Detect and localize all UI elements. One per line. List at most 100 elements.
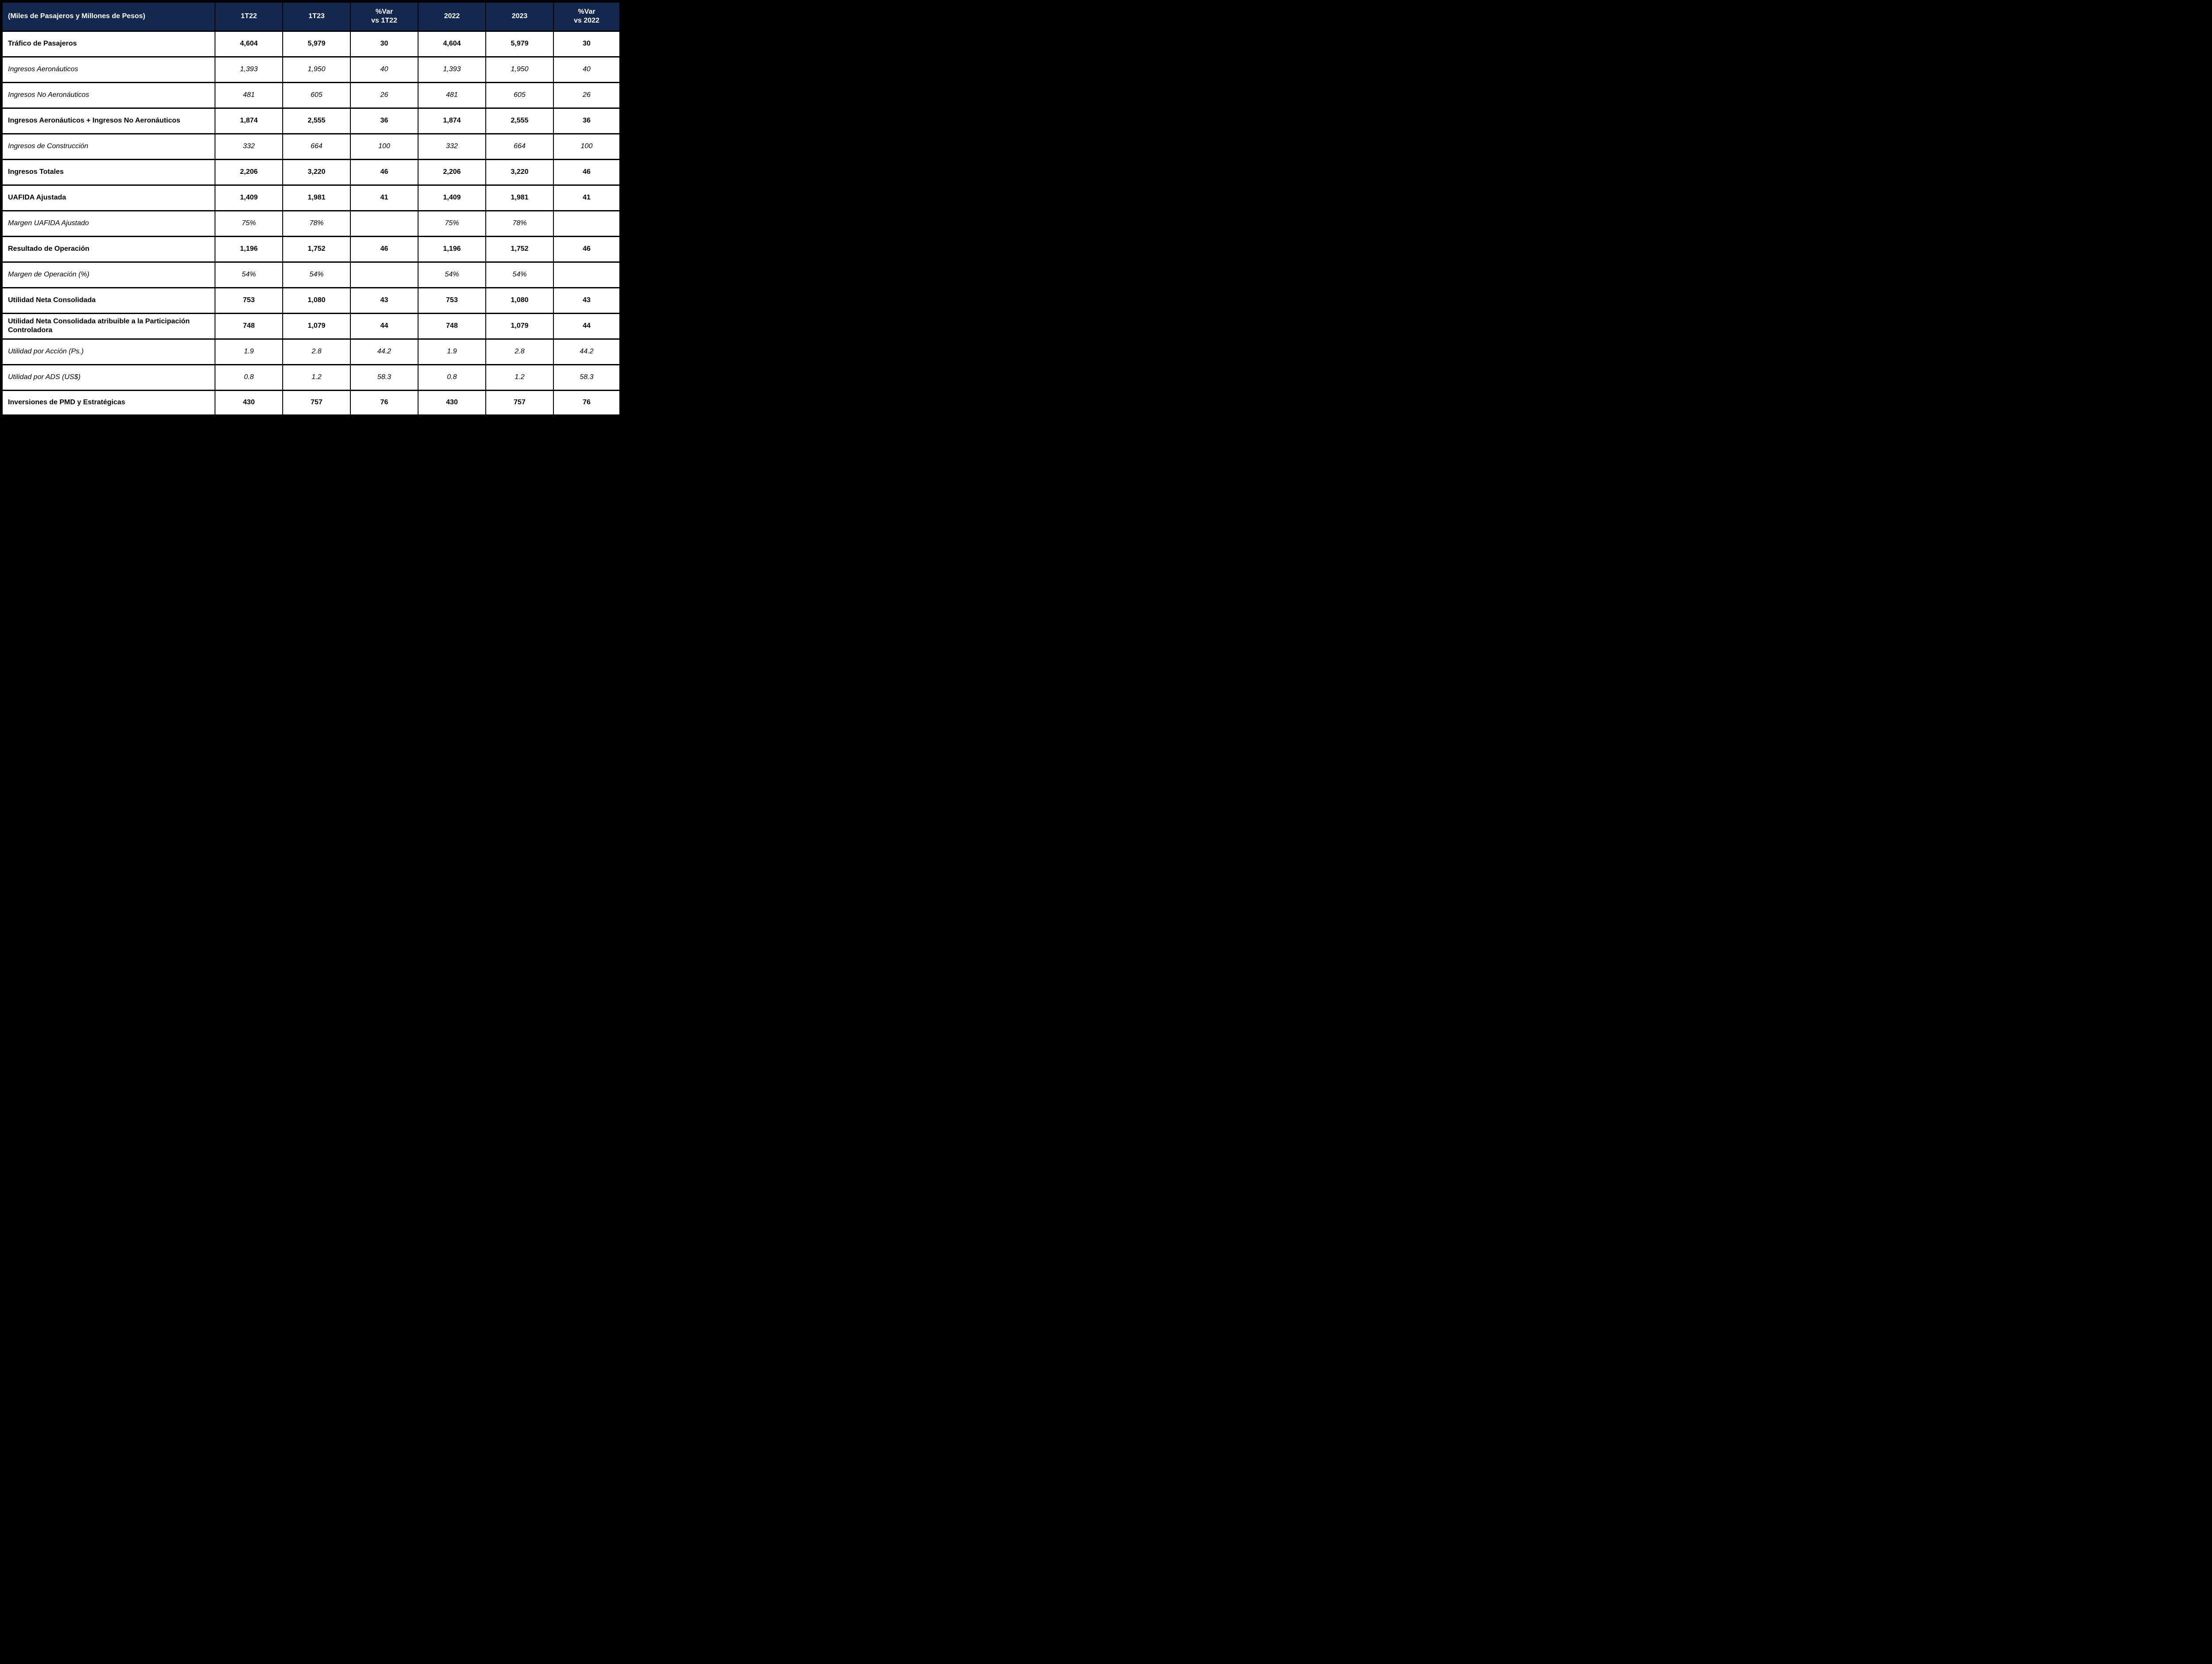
metric-value-cell: 75% xyxy=(215,210,283,237)
metric-value-cell: 1.2 xyxy=(282,364,351,391)
metric-value-cell: 1.9 xyxy=(215,338,283,365)
metric-label-cell: Utilidad Neta Consolidada xyxy=(1,287,215,314)
metric-value-cell: 2,206 xyxy=(418,158,486,186)
metric-value-cell: 332 xyxy=(418,133,486,160)
table-row: UAFIDA Ajustada 1,409 1,981 41 1,409 1,981 41 xyxy=(1,184,621,211)
metric-value-cell: 1,981 xyxy=(282,184,351,211)
table-container: (Miles de Pasajeros y Millones de Pesos)… xyxy=(0,0,622,417)
metric-value-cell: 1,874 xyxy=(215,107,283,134)
units-note-header: (Miles de Pasajeros y Millones de Pesos) xyxy=(1,0,215,32)
metric-value-cell xyxy=(350,261,419,288)
metric-value-cell: 58.3 xyxy=(553,364,621,391)
metric-value-cell: 2.8 xyxy=(282,338,351,365)
column-header-var-vs-2022: %Var vs 2022 xyxy=(553,0,621,32)
metric-value-cell: 46 xyxy=(553,158,621,186)
metric-value-cell: 46 xyxy=(350,235,419,263)
metric-label-cell: Margen de Operación (%) xyxy=(1,261,215,288)
table-row: Ingresos Aeronáuticos + Ingresos No Aero… xyxy=(1,107,621,134)
table-row: Resultado de Operación 1,196 1,752 46 1,196 1… xyxy=(1,235,621,263)
metric-value-cell: 664 xyxy=(485,133,554,160)
metric-value-cell: 1,752 xyxy=(282,235,351,263)
metric-value-cell xyxy=(553,261,621,288)
metric-label-cell: Ingresos No Aeronáuticos xyxy=(1,81,215,109)
metric-label-cell: UAFIDA Ajustada xyxy=(1,184,215,211)
metric-value-cell: 1,981 xyxy=(485,184,554,211)
metric-value-cell: 1,196 xyxy=(418,235,486,263)
metric-value-cell: 1.9 xyxy=(418,338,486,365)
metric-value-cell: 430 xyxy=(215,389,283,417)
metric-label-cell: Ingresos Totales xyxy=(1,158,215,186)
table-body: Tráfico de Pasajeros 4,604 5,979 30 4,604 5,9… xyxy=(1,30,621,417)
metric-value-cell: 76 xyxy=(553,389,621,417)
metric-label-cell: Utilidad por ADS (US$) xyxy=(1,364,215,391)
metric-label-cell: Inversiones de PMD y Estratégicas xyxy=(1,389,215,417)
metric-value-cell: 30 xyxy=(350,30,419,58)
metric-value-cell: 1,080 xyxy=(282,287,351,314)
metric-label-cell: Tráfico de Pasajeros xyxy=(1,30,215,58)
metric-label-cell: Utilidad por Acción (Ps.) xyxy=(1,338,215,365)
metric-value-cell: 44 xyxy=(553,312,621,340)
metric-value-cell: 430 xyxy=(418,389,486,417)
table-row: Margen de Operación (%) 54% 54% 54% 54% xyxy=(1,261,621,288)
column-header-var-vs-1t22: %Var vs 1T22 xyxy=(350,0,419,32)
metric-value-cell: 1,393 xyxy=(215,56,283,83)
metric-value-cell: 46 xyxy=(350,158,419,186)
metric-value-cell: 54% xyxy=(282,261,351,288)
metric-value-cell: 41 xyxy=(553,184,621,211)
metric-value-cell: 748 xyxy=(215,312,283,340)
metric-value-cell: 100 xyxy=(553,133,621,160)
metric-value-cell: 5,979 xyxy=(282,30,351,58)
metric-value-cell: 1.2 xyxy=(485,364,554,391)
table-header: (Miles de Pasajeros y Millones de Pesos)… xyxy=(1,0,621,32)
metric-value-cell: 1,079 xyxy=(485,312,554,340)
table-row: Ingresos de Construcción 332 664 100 332 664 1… xyxy=(1,133,621,160)
table-row: Utilidad por ADS (US$) 0.8 1.2 58.3 0.8 1.2 58… xyxy=(1,364,621,391)
table-row: Ingresos Totales 2,206 3,220 46 2,206 3,220 46 xyxy=(1,158,621,186)
metric-value-cell: 36 xyxy=(553,107,621,134)
table-row: Ingresos No Aeronáuticos 481 605 26 481 605 26 xyxy=(1,81,621,109)
metric-value-cell: 58.3 xyxy=(350,364,419,391)
metric-value-cell: 46 xyxy=(553,235,621,263)
metric-value-cell: 26 xyxy=(350,81,419,109)
metric-value-cell: 54% xyxy=(215,261,283,288)
column-header-1t22: 1T22 xyxy=(215,0,283,32)
metric-value-cell: 757 xyxy=(282,389,351,417)
metric-value-cell: 1,393 xyxy=(418,56,486,83)
financial-summary-table: (Miles de Pasajeros y Millones de Pesos)… xyxy=(0,0,622,417)
metric-value-cell xyxy=(350,210,419,237)
metric-value-cell: 41 xyxy=(350,184,419,211)
metric-value-cell: 1,950 xyxy=(282,56,351,83)
metric-value-cell: 1,409 xyxy=(418,184,486,211)
metric-value-cell: 757 xyxy=(485,389,554,417)
table-row: Ingresos Aeronáuticos 1,393 1,950 40 1,393 1,… xyxy=(1,56,621,83)
metric-value-cell: 3,220 xyxy=(282,158,351,186)
metric-value-cell: 1,079 xyxy=(282,312,351,340)
metric-value-cell: 4,604 xyxy=(418,30,486,58)
metric-value-cell: 2,555 xyxy=(485,107,554,134)
metric-value-cell: 5,979 xyxy=(485,30,554,58)
metric-label-cell: Margen UAFIDA Ajustado xyxy=(1,210,215,237)
metric-value-cell: 3,220 xyxy=(485,158,554,186)
column-header-1t23: 1T23 xyxy=(282,0,351,32)
metric-value-cell: 1,409 xyxy=(215,184,283,211)
column-header-2023: 2023 xyxy=(485,0,554,32)
metric-value-cell: 1,080 xyxy=(485,287,554,314)
table-row: Utilidad por Acción (Ps.) 1.9 2.8 44.2 1.9 2.… xyxy=(1,338,621,365)
metric-value-cell: 0.8 xyxy=(418,364,486,391)
metric-value-cell: 1,874 xyxy=(418,107,486,134)
metric-value-cell: 2.8 xyxy=(485,338,554,365)
metric-value-cell: 40 xyxy=(553,56,621,83)
metric-value-cell: 44 xyxy=(350,312,419,340)
metric-value-cell: 1,950 xyxy=(485,56,554,83)
table-row: Tráfico de Pasajeros 4,604 5,979 30 4,604 5,9… xyxy=(1,30,621,58)
metric-value-cell: 40 xyxy=(350,56,419,83)
metric-value-cell: 1,752 xyxy=(485,235,554,263)
metric-value-cell: 4,604 xyxy=(215,30,283,58)
metric-value-cell: 481 xyxy=(418,81,486,109)
metric-label-cell: Utilidad Neta Consolidada atribuible a l… xyxy=(1,312,215,340)
metric-value-cell: 54% xyxy=(485,261,554,288)
metric-label-cell: Ingresos Aeronáuticos xyxy=(1,56,215,83)
metric-label-cell: Ingresos de Construcción xyxy=(1,133,215,160)
metric-value-cell: 753 xyxy=(215,287,283,314)
metric-value-cell: 481 xyxy=(215,81,283,109)
